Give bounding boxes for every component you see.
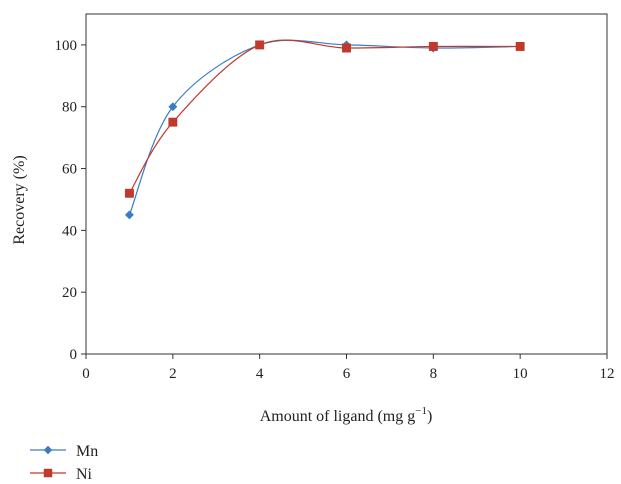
data-point-ni bbox=[255, 40, 265, 50]
data-point-ni bbox=[168, 117, 178, 127]
x-tick-label: 12 bbox=[600, 366, 615, 382]
legend: Mn Ni bbox=[30, 443, 98, 483]
x-axis-title-main: Amount of ligand (mg g bbox=[260, 408, 416, 425]
x-axis-ticks: 0 2 4 6 8 10 12 bbox=[82, 354, 615, 382]
legend-item-mn: Mn bbox=[30, 443, 98, 460]
x-tick-label: 8 bbox=[430, 366, 438, 382]
data-point-ni bbox=[515, 42, 525, 51]
legend-marker-ni bbox=[43, 468, 53, 478]
y-tick-label: 80 bbox=[62, 100, 77, 116]
series-line-ni bbox=[128, 39, 521, 194]
x-axis-title: Amount of ligand (mg g−1) bbox=[260, 405, 433, 425]
y-tick-label: 100 bbox=[55, 38, 78, 54]
x-tick-label: 4 bbox=[256, 366, 264, 382]
data-point-mn bbox=[168, 102, 178, 112]
series-layer bbox=[124, 39, 525, 220]
legend-label-ni: Ni bbox=[76, 466, 93, 483]
axes bbox=[85, 13, 608, 355]
legend-label-mn: Mn bbox=[76, 443, 98, 460]
x-axis-title-close: ) bbox=[427, 408, 432, 425]
series-line-mn bbox=[128, 39, 521, 216]
x-tick-label: 10 bbox=[513, 366, 528, 382]
legend-marker-mn bbox=[43, 445, 53, 455]
data-point-ni bbox=[124, 188, 134, 198]
y-axis-title: Recovery (%) bbox=[11, 155, 28, 244]
y-tick-label: 40 bbox=[62, 223, 77, 239]
x-tick-label: 0 bbox=[82, 366, 90, 382]
y-tick-label: 60 bbox=[62, 162, 77, 178]
y-axis-ticks: 0 20 40 60 80 100 bbox=[55, 38, 86, 363]
plot-frame bbox=[85, 13, 608, 355]
data-point-ni bbox=[342, 43, 351, 53]
series-ni bbox=[124, 39, 525, 198]
x-tick-label: 6 bbox=[343, 366, 351, 382]
legend-item-ni: Ni bbox=[30, 466, 93, 483]
x-axis-title-superscript: −1 bbox=[415, 405, 427, 417]
series-mn bbox=[124, 39, 525, 220]
data-point-ni bbox=[428, 42, 438, 51]
data-point-mn bbox=[124, 210, 134, 220]
y-tick-label: 20 bbox=[62, 285, 77, 301]
x-tick-label: 2 bbox=[169, 366, 177, 382]
y-tick-label: 0 bbox=[70, 347, 78, 363]
